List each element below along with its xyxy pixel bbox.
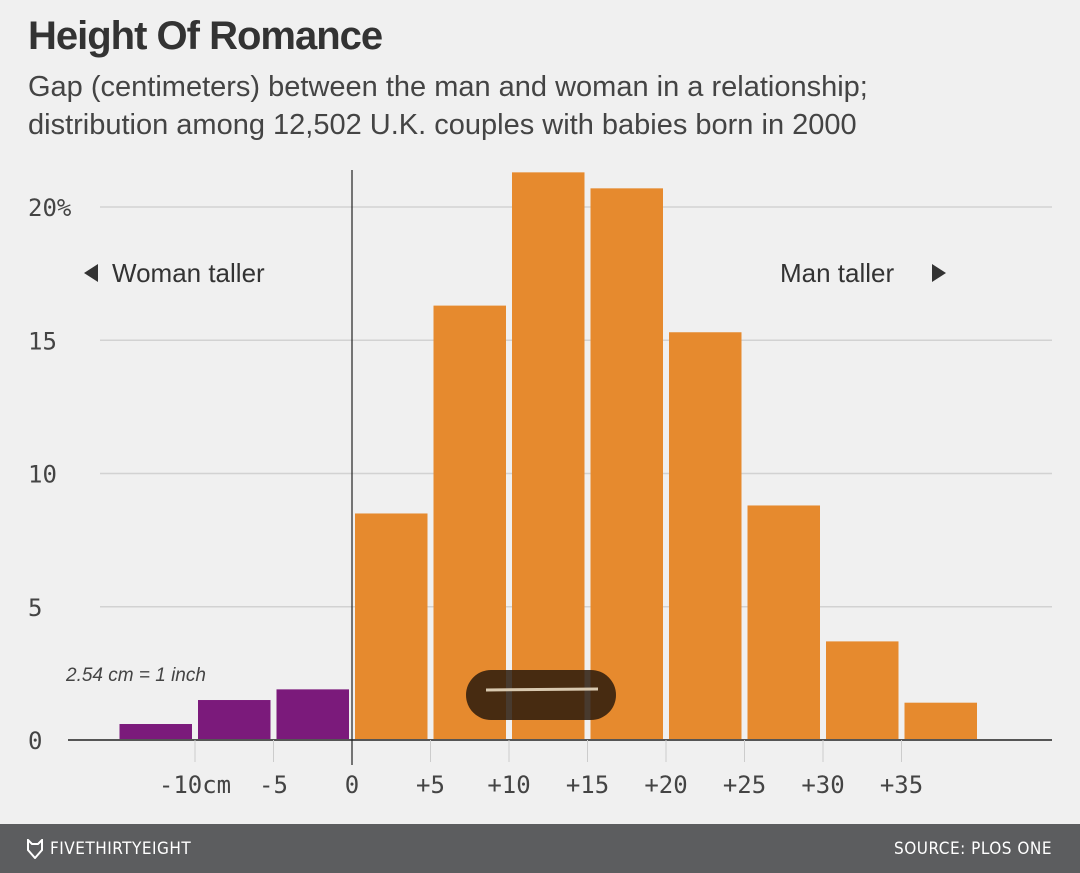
histogram-chart: 0 5 10 15 20% -10cm -5 0 +5 +10 +15 +20 +25 +30 +35 Wo… xyxy=(28,170,1052,799)
subtitle-line-1: Gap (centimeters) between the man and wo… xyxy=(28,71,868,103)
bar-man-taller xyxy=(355,513,428,740)
bar-man-taller xyxy=(826,641,899,740)
brand-name: FIVETHIRTYEIGHT xyxy=(50,839,192,859)
y-tick-label: 15 xyxy=(28,327,57,355)
woman-taller-label: Woman taller xyxy=(112,258,265,288)
conversion-note: 2.54 cm = 1 inch xyxy=(65,665,206,686)
bar-man-taller xyxy=(512,172,585,741)
brand: FIVETHIRTYEIGHT xyxy=(26,839,191,859)
footer-bar: FIVETHIRTYEIGHT SOURCE: PLOS ONE xyxy=(0,824,1080,873)
subtitle-line-2: distribution among 12,502 U.K. couples w… xyxy=(28,109,857,141)
x-tick-label: 0 xyxy=(345,771,359,799)
y-tick-label: 0 xyxy=(28,727,42,755)
bar-man-taller xyxy=(433,305,506,740)
x-tick-label: -5 xyxy=(259,771,288,799)
x-tick-label: +20 xyxy=(644,771,687,799)
bar-man-taller xyxy=(669,332,742,740)
x-tick-label: +15 xyxy=(566,771,609,799)
bar-man-taller xyxy=(590,188,663,741)
x-tick-label: +35 xyxy=(880,771,923,799)
overlay-smudge xyxy=(466,670,616,720)
x-tick-label: +5 xyxy=(416,771,445,799)
chart-subtitle: Gap (centimeters) between the man and wo… xyxy=(28,68,1068,144)
x-tick-label: +25 xyxy=(723,771,766,799)
y-tick-label: 5 xyxy=(28,594,42,622)
man-taller-label: Man taller xyxy=(780,258,894,288)
fox-logo-icon xyxy=(27,839,43,859)
y-tick-label: 20% xyxy=(28,194,72,222)
source-note: SOURCE: PLOS ONE xyxy=(894,839,1052,859)
right-arrow-icon xyxy=(932,264,946,282)
bar-man-taller xyxy=(904,702,977,740)
bar-woman-taller xyxy=(198,700,271,740)
x-tick-label: +30 xyxy=(801,771,844,799)
x-tick-label: -10cm xyxy=(159,771,231,799)
y-tick-label: 10 xyxy=(28,461,57,489)
chart-title: Height Of Romance xyxy=(28,14,383,58)
bar-woman-taller xyxy=(276,689,349,740)
bar-man-taller xyxy=(747,505,820,740)
x-tick-label: +10 xyxy=(487,771,530,799)
bar-woman-taller xyxy=(119,724,192,740)
left-arrow-icon xyxy=(84,264,98,282)
